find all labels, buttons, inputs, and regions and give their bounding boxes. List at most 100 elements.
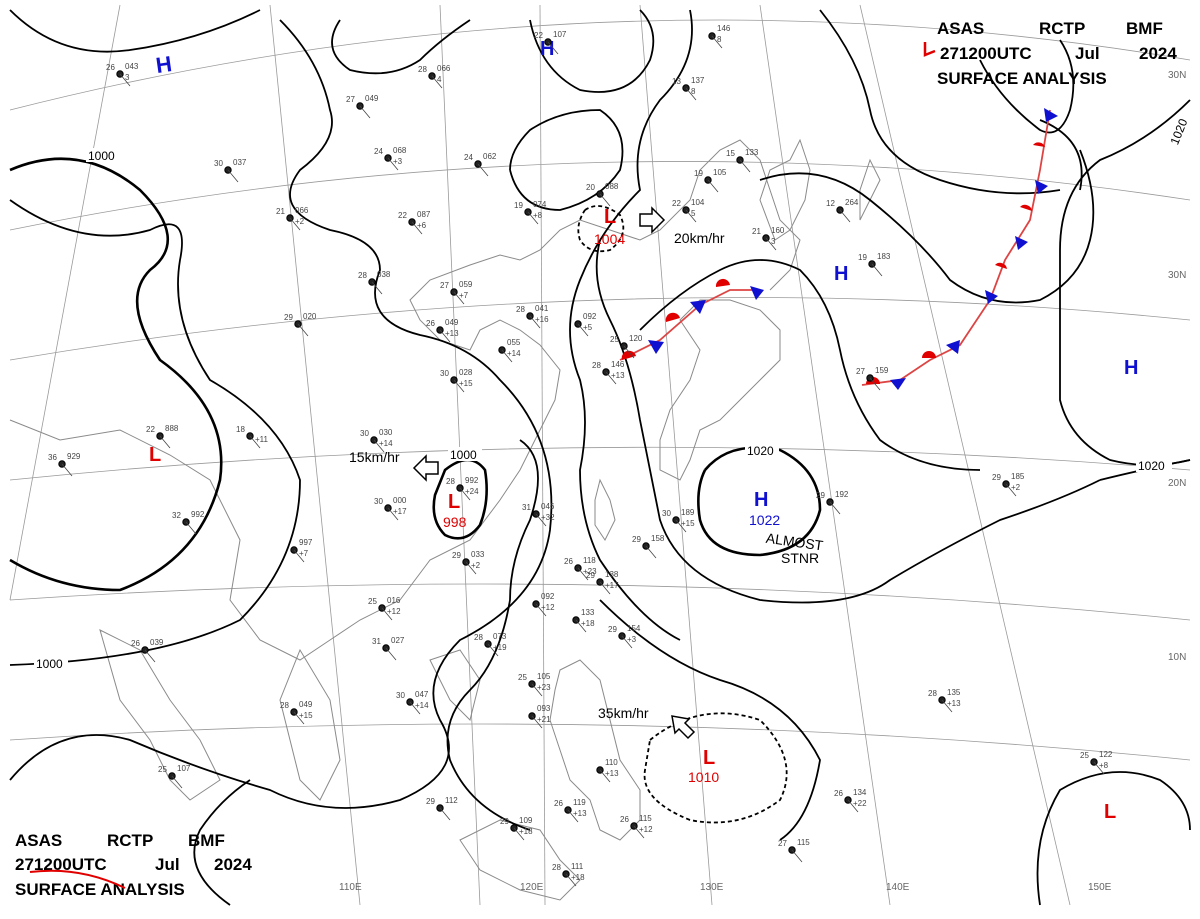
station-pressure: 120 — [629, 334, 643, 343]
station-tendency: +7 — [299, 549, 309, 558]
station-temp: 18 — [236, 425, 245, 434]
station-tendency: +3 — [627, 635, 637, 644]
station-pressure: 159 — [875, 366, 889, 375]
station-temp: 26 — [564, 557, 573, 566]
station-plot: 28 992 +24 — [446, 476, 479, 501]
station-pressure: 073 — [493, 632, 507, 641]
station-pressure: 046 — [541, 502, 555, 511]
station-temp: 31 — [522, 503, 531, 512]
wind-barb-icon — [531, 715, 543, 729]
station-temp: 28 — [592, 361, 601, 370]
station-plot: 22 888 — [146, 424, 179, 449]
station-plot: 20 088 — [586, 182, 619, 207]
station-tendency: +12 — [387, 607, 401, 616]
station-tendency: +17 — [393, 507, 407, 516]
lat-label: 30N — [1168, 70, 1186, 81]
station-tendency: +12 — [639, 825, 653, 834]
station-plot: 28 135 +13 — [928, 688, 961, 713]
annotations: 20km/hr 15km/hr 35km/hr ALMOST STNR — [349, 230, 825, 721]
station-pressure: 104 — [691, 198, 705, 207]
station-pressure: 992 — [191, 510, 205, 519]
station-plot: 31 046 +32 — [522, 502, 555, 527]
stationary-front-east — [861, 109, 1051, 386]
station-temp: 28 — [928, 689, 937, 698]
station-temp: 25 — [610, 335, 619, 344]
station-pressure: 049 — [299, 700, 313, 709]
wind-barb-icon — [711, 35, 723, 49]
station-temp: 28 — [280, 701, 289, 710]
station-tendency: +2 — [295, 217, 305, 226]
motion-arrows — [412, 206, 696, 740]
station-temp: 27 — [778, 839, 787, 848]
wind-barb-icon — [1093, 761, 1105, 775]
wind-barb-icon — [487, 643, 499, 657]
station-pressure: 088 — [605, 182, 619, 191]
station-plot: 26 118 +23 — [564, 556, 597, 581]
wind-barb-icon — [577, 567, 589, 581]
wind-barb-icon — [599, 769, 611, 783]
high-center-ecs: H — [754, 489, 768, 511]
station-plot: 21 066 +2 — [276, 206, 309, 231]
wind-barb-icon — [477, 163, 489, 177]
wind-barb-icon — [791, 849, 803, 863]
station-tendency: 8 — [717, 35, 722, 44]
station-plot: 26 049 +13 — [426, 318, 459, 343]
station-plot: 29 020 — [284, 312, 317, 337]
wind-barb-icon — [159, 435, 171, 449]
station-temp: 30 — [214, 159, 223, 168]
wind-barb-icon — [739, 159, 751, 173]
title-bottom-line2-c: 2024 — [214, 855, 252, 874]
station-pressure: 138 — [605, 570, 619, 579]
low-center-philippine-value: 1010 — [688, 769, 719, 785]
wind-barb-icon — [575, 619, 587, 633]
lon-label: 110E — [339, 882, 362, 893]
station-plot: 18 +11 — [236, 425, 269, 449]
wind-barb-icon — [171, 775, 183, 789]
station-plot: 30 030 +14 — [360, 428, 393, 453]
station-plot: 30 000 +17 — [374, 496, 407, 521]
station-plot: 36 929 — [48, 452, 81, 477]
station-plot: 28 038 — [358, 270, 391, 295]
station-pressure: 066 — [295, 206, 309, 215]
wind-barb-icon — [144, 649, 156, 663]
title-top-line1-a: ASAS — [937, 19, 984, 38]
high-center-ecs-value: 1022 — [749, 512, 780, 528]
wind-barb-icon — [297, 323, 309, 337]
station-pressure: 066 — [437, 64, 451, 73]
station-plot: 133+18 — [572, 608, 595, 633]
station-plot: 25 107 — [158, 764, 191, 789]
station-pressure: 016 — [387, 596, 401, 605]
station-tendency: +5 — [583, 323, 593, 332]
station-plot: 28 049 +15 — [280, 700, 313, 725]
title-top-line3: SURFACE ANALYSIS — [937, 69, 1107, 88]
station-plot: 28 073 +19 — [474, 632, 507, 657]
station-temp: 15 — [726, 149, 735, 158]
title-bottom-line2-a: 271200UTC — [15, 855, 107, 874]
station-pressure: 115 — [639, 814, 652, 823]
station-temp: 29 — [608, 625, 617, 634]
station-tendency: +2 — [1011, 483, 1021, 492]
station-pressure: 133 — [581, 608, 595, 617]
station-plot: 21 160 3 — [752, 226, 785, 251]
low-center-china-value: 998 — [443, 514, 467, 530]
station-plot: 24 068 +3 — [374, 146, 407, 171]
station-temp: 28 — [358, 271, 367, 280]
wind-barb-icon — [675, 519, 687, 533]
low-center-philippine: L — [703, 747, 715, 769]
station-plot: 26 043 3 — [106, 62, 139, 87]
wind-barb-icon — [381, 607, 393, 621]
station-plot: 29 109 +18 — [500, 816, 533, 841]
front-cold-symbols — [648, 108, 1058, 390]
station-pressure: 134 — [853, 788, 867, 797]
title-top: ASAS RCTP BMF 271200UTC Jul 2024 SURFACE… — [923, 19, 1177, 88]
station-tendency: +13 — [947, 699, 961, 708]
isobar-label: 1000 — [88, 149, 115, 163]
station-plot: 28 041 +16 — [516, 304, 549, 329]
station-tendency: +14 — [415, 701, 429, 710]
wind-barb-icon — [1005, 483, 1017, 497]
station-plot: 19 074 +8 — [514, 200, 547, 225]
wind-barb-icon — [439, 329, 451, 343]
wind-barb-icon — [567, 809, 579, 823]
station-plot: 30 047 +14 — [396, 690, 429, 715]
